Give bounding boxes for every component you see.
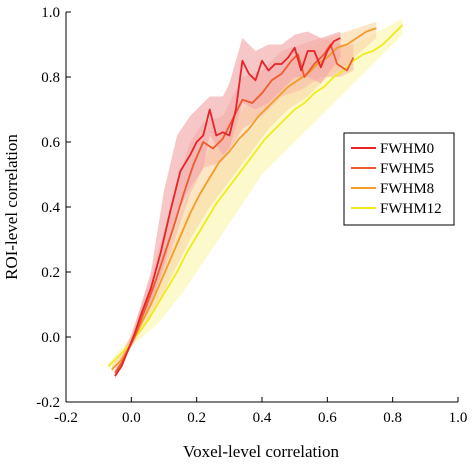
y-axis-title: ROI-level correlation [2, 134, 21, 280]
y-tick-label: -0.2 [36, 395, 60, 411]
y-tick-label: 0.4 [41, 200, 60, 216]
confidence-bands [108, 18, 403, 380]
y-tick-label: 0.8 [41, 70, 60, 86]
y-tick-label: 0.6 [41, 135, 60, 151]
legend-label-fwhm12: FWHM12 [380, 201, 442, 217]
axes [65, 11, 459, 403]
legend-label-fwhm8: FWHM8 [380, 181, 434, 197]
y-tick-label: 0.2 [41, 265, 60, 281]
line-fwhm0 [114, 37, 341, 377]
x-tick-label: 0.0 [122, 410, 141, 426]
x-tick-label: 0.4 [253, 410, 272, 426]
y-tick-label: 1.0 [41, 5, 60, 21]
band-fwhm12 [108, 18, 403, 370]
legend: FWHM0 FWHM5 FWHM8 FWHM12 [343, 132, 455, 226]
line-fwhm5 [114, 43, 355, 374]
x-tick-label: 0.8 [383, 410, 402, 426]
line-fwhm8 [111, 27, 377, 371]
legend-label-fwhm0: FWHM0 [380, 141, 434, 157]
tick-labels: -0.2 0.0 0.2 0.4 0.6 0.8 1.0 -0.2 0.0 0.2 0.4 0.6 0.… [36, 5, 467, 426]
series-lines [107, 24, 404, 377]
x-axis-title: Voxel-level correlation [183, 442, 339, 461]
band-fwhm0 [115, 31, 341, 380]
x-tick-label: 0.6 [318, 410, 337, 426]
x-tick-label: 1.0 [449, 410, 468, 426]
y-tick-label: 0.0 [41, 330, 60, 346]
legend-label-fwhm5: FWHM5 [380, 161, 434, 177]
x-tick-label: 0.2 [187, 410, 206, 426]
x-tick-label: -0.2 [54, 410, 78, 426]
line-fwhm12 [107, 24, 404, 367]
